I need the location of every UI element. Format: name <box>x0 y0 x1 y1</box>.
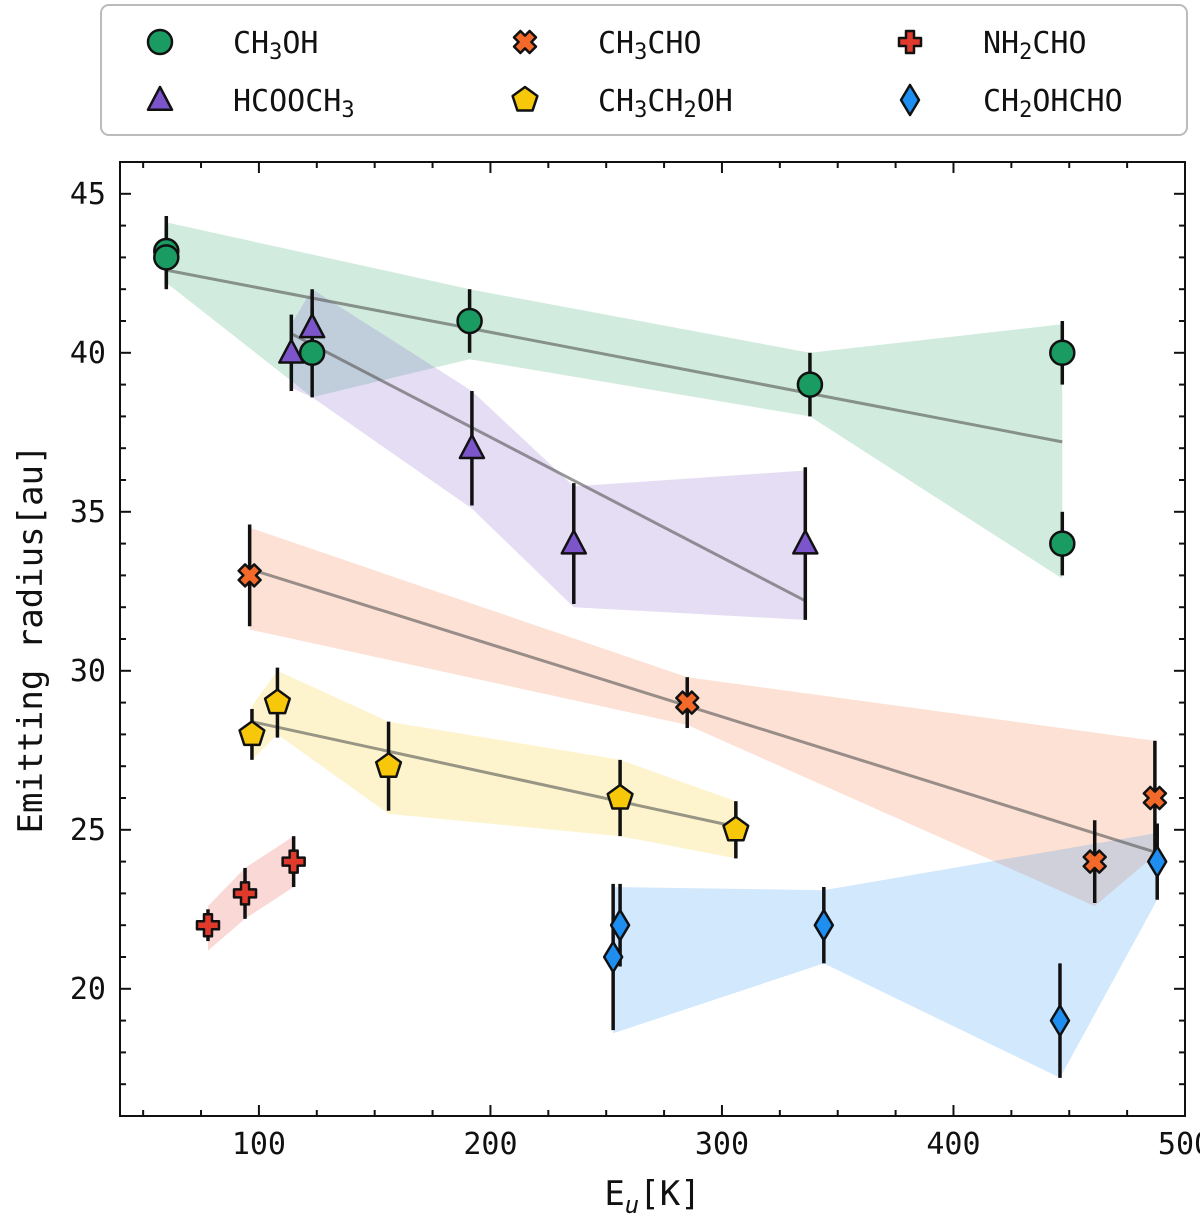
legend-label-ch3oh: CH3OH <box>233 26 319 65</box>
legend-label-ch2ohcho: CH2OHCHO <box>983 84 1123 123</box>
y-tick-label-30: 30 <box>70 654 106 689</box>
y-tick-label-40: 40 <box>70 336 106 371</box>
point-ch3oh-1 <box>153 244 180 271</box>
y-tick-label-20: 20 <box>70 972 106 1007</box>
x-axis-title: Eu[K] <box>604 1174 700 1219</box>
point-nh2cho-2 <box>281 849 306 874</box>
point-ch3cho-0 <box>237 563 262 588</box>
x-tick-label-200: 200 <box>463 1127 517 1162</box>
point-ch3ch2oh-4 <box>722 815 750 842</box>
point-ch3cho-3 <box>1142 785 1168 811</box>
axis-ticks-layer: 100 200 300 400 500 20 25 30 35 40 45 <box>70 161 1200 1162</box>
point-ch3cho-1 <box>675 690 700 715</box>
band-hcooch3 <box>291 289 806 620</box>
point-hcooch3-1 <box>298 313 326 339</box>
band-ch3cho <box>249 527 1155 907</box>
legend-label-hcooch3: HCOOCH3 <box>233 84 355 123</box>
point-ch2ohcho-0 <box>602 940 624 974</box>
legend: CH3OH CH3CHO NH2CHO HCOOCH3 CH3CH2OH CH2OHCHO <box>100 4 1188 136</box>
point-ch3oh-3 <box>456 307 483 335</box>
point-ch3oh-4 <box>796 371 824 398</box>
y-tick-label-35: 35 <box>70 495 106 530</box>
point-hcooch3-3 <box>560 529 588 555</box>
legend-label-nh2cho: NH2CHO <box>983 26 1087 65</box>
fit-line-hcooch3 <box>290 332 806 603</box>
legend-marker-nh2cho <box>897 29 923 55</box>
point-hcooch3-0 <box>278 338 305 364</box>
band-ch3ch2oh <box>252 670 736 859</box>
point-ch3oh-5 <box>1049 339 1076 367</box>
fit-lines-layer <box>166 268 1156 854</box>
legend-marker-hcooch3 <box>146 85 174 111</box>
point-ch2ohcho-3 <box>1049 1004 1071 1037</box>
point-hcooch3-2 <box>458 433 486 460</box>
y-tick-label-25: 25 <box>70 813 106 848</box>
band-ch3oh <box>166 222 1063 579</box>
band-ch2ohcho <box>613 833 1158 1078</box>
point-nh2cho-1 <box>232 881 258 906</box>
y-axis-title: Emitting radius[au] <box>11 445 51 834</box>
legend-marker-ch2ohcho <box>899 83 921 117</box>
legend-marker-ch3ch2oh <box>511 85 539 112</box>
point-ch3oh-6 <box>1049 530 1076 557</box>
x-tick-label-300: 300 <box>695 1127 749 1162</box>
point-ch3ch2oh-1 <box>263 688 292 715</box>
legend-label-ch3cho: CH3CHO <box>598 26 702 65</box>
point-ch3ch2oh-0 <box>238 720 266 747</box>
legend-marker-ch3oh <box>146 28 174 56</box>
fit-line-ch3cho <box>249 567 1156 854</box>
legend-marker-ch3cho <box>512 29 538 55</box>
point-ch2ohcho-4 <box>1146 845 1168 878</box>
fit-line-ch3oh <box>166 268 1063 444</box>
y-tick-label-45: 45 <box>70 177 106 212</box>
legend-label-ch3ch2oh: CH3CH2OH <box>598 84 733 123</box>
x-tick-label-400: 400 <box>926 1127 980 1162</box>
point-ch3oh-2 <box>298 339 326 367</box>
data-points-layer <box>153 237 1168 1037</box>
point-ch3cho-2 <box>1082 849 1107 874</box>
point-hcooch3-4 <box>792 529 819 555</box>
point-ch2ohcho-2 <box>813 908 835 942</box>
fit-line-ch3ch2oh <box>251 720 737 829</box>
point-ch2ohcho-1 <box>609 908 631 942</box>
error-bands-layer <box>166 222 1158 1078</box>
x-tick-label-500: 500 <box>1158 1127 1200 1162</box>
point-nh2cho-0 <box>195 912 221 938</box>
point-ch3ch2oh-3 <box>606 783 634 810</box>
point-ch3ch2oh-2 <box>374 751 403 778</box>
x-tick-label-100: 100 <box>232 1127 286 1162</box>
